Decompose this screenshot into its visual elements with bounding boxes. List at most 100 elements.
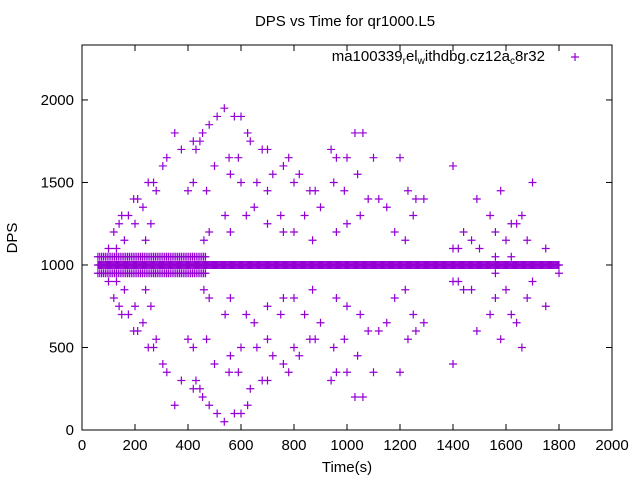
x-tick-label: 1400: [436, 437, 469, 454]
data-point: [152, 335, 161, 344]
data-point: [332, 368, 341, 377]
data-point: [555, 260, 563, 269]
data-point: [225, 153, 234, 162]
data-point: [195, 384, 204, 393]
data-point: [350, 128, 359, 137]
data-point: [199, 236, 208, 245]
chart-title: DPS vs Time for qr1000.L5: [255, 13, 435, 30]
data-point: [311, 335, 320, 344]
data-point: [409, 211, 418, 220]
data-point: [517, 211, 526, 220]
data-point: [246, 384, 255, 393]
data-point: [419, 194, 428, 203]
legend-label: ma100339relwithdbg.cz12ac8r32: [332, 48, 545, 67]
data-point: [234, 368, 243, 377]
data-point: [343, 153, 351, 162]
data-point: [109, 227, 118, 236]
data-point: [170, 401, 179, 410]
x-tick-label: 0: [78, 437, 86, 454]
data-point: [329, 178, 338, 187]
x-tick-label: 1800: [542, 437, 575, 454]
data-point: [491, 293, 500, 302]
data-point: [459, 227, 468, 236]
data-point: [290, 178, 298, 187]
data-point: [486, 310, 495, 319]
data-point: [369, 153, 378, 162]
data-point: [284, 153, 293, 162]
data-point: [496, 186, 505, 195]
data-point: [507, 252, 516, 261]
data-point: [403, 186, 412, 195]
data-point: [512, 219, 521, 228]
data-point: [311, 186, 320, 195]
data-point: [162, 153, 171, 162]
data-point: [396, 368, 404, 377]
data-point: [104, 277, 113, 286]
data-point: [316, 318, 325, 327]
data-point: [276, 310, 285, 319]
data-point: [104, 244, 113, 253]
data-point: [523, 293, 532, 302]
data-point: [502, 285, 510, 294]
data-point: [364, 194, 373, 203]
data-point: [486, 211, 495, 220]
data-point: [120, 236, 129, 245]
data-point: [268, 170, 277, 179]
data-point: [467, 285, 476, 294]
data-point: [284, 368, 293, 377]
data-point: [146, 302, 155, 311]
x-tick-label: 2000: [595, 437, 628, 454]
data-point: [541, 302, 550, 311]
data-point: [250, 318, 259, 327]
data-point: [374, 326, 383, 335]
data-point: [327, 376, 336, 385]
data-point: [279, 359, 288, 368]
data-point: [242, 310, 251, 319]
data-point: [358, 128, 367, 137]
plot-area: [93, 104, 563, 426]
data-point: [308, 236, 317, 245]
data-point: [555, 269, 563, 278]
data-point: [491, 269, 500, 278]
data-point: [112, 244, 121, 253]
data-point: [225, 368, 234, 377]
data-point: [472, 326, 481, 335]
data-point: [390, 293, 399, 302]
data-point: [237, 409, 245, 418]
data-point: [449, 161, 457, 170]
data-point: [353, 170, 362, 179]
data-point: [115, 302, 124, 311]
data-point: [242, 211, 251, 220]
y-tick-label: 0: [66, 422, 74, 439]
x-tick-label: 1200: [383, 437, 416, 454]
data-point: [198, 392, 207, 401]
data-point: [528, 178, 537, 187]
data-point: [350, 392, 359, 401]
data-point: [250, 203, 259, 212]
data-point: [263, 302, 272, 311]
data-point: [263, 145, 272, 154]
data-point: [295, 351, 304, 360]
data-point: [403, 335, 412, 344]
x-tick-label: 1000: [330, 437, 363, 454]
data-point: [117, 310, 126, 319]
data-point: [205, 227, 214, 236]
data-point: [184, 335, 192, 344]
data-point: [396, 153, 404, 162]
data-point: [382, 318, 391, 327]
data-point: [295, 170, 304, 179]
data-point: [170, 128, 179, 137]
data-point: [226, 293, 235, 302]
data-point: [115, 219, 124, 228]
y-axis: 0 500 1000 1500 2000: [41, 92, 612, 439]
data-point: [327, 145, 336, 154]
data-point: [195, 137, 204, 146]
data-point: [263, 335, 272, 344]
data-point: [467, 236, 476, 245]
data-point: [279, 293, 288, 302]
data-point: [146, 219, 155, 228]
data-point: [523, 236, 532, 245]
data-point: [358, 392, 367, 401]
data-point: [268, 351, 277, 360]
data-point: [133, 326, 142, 335]
